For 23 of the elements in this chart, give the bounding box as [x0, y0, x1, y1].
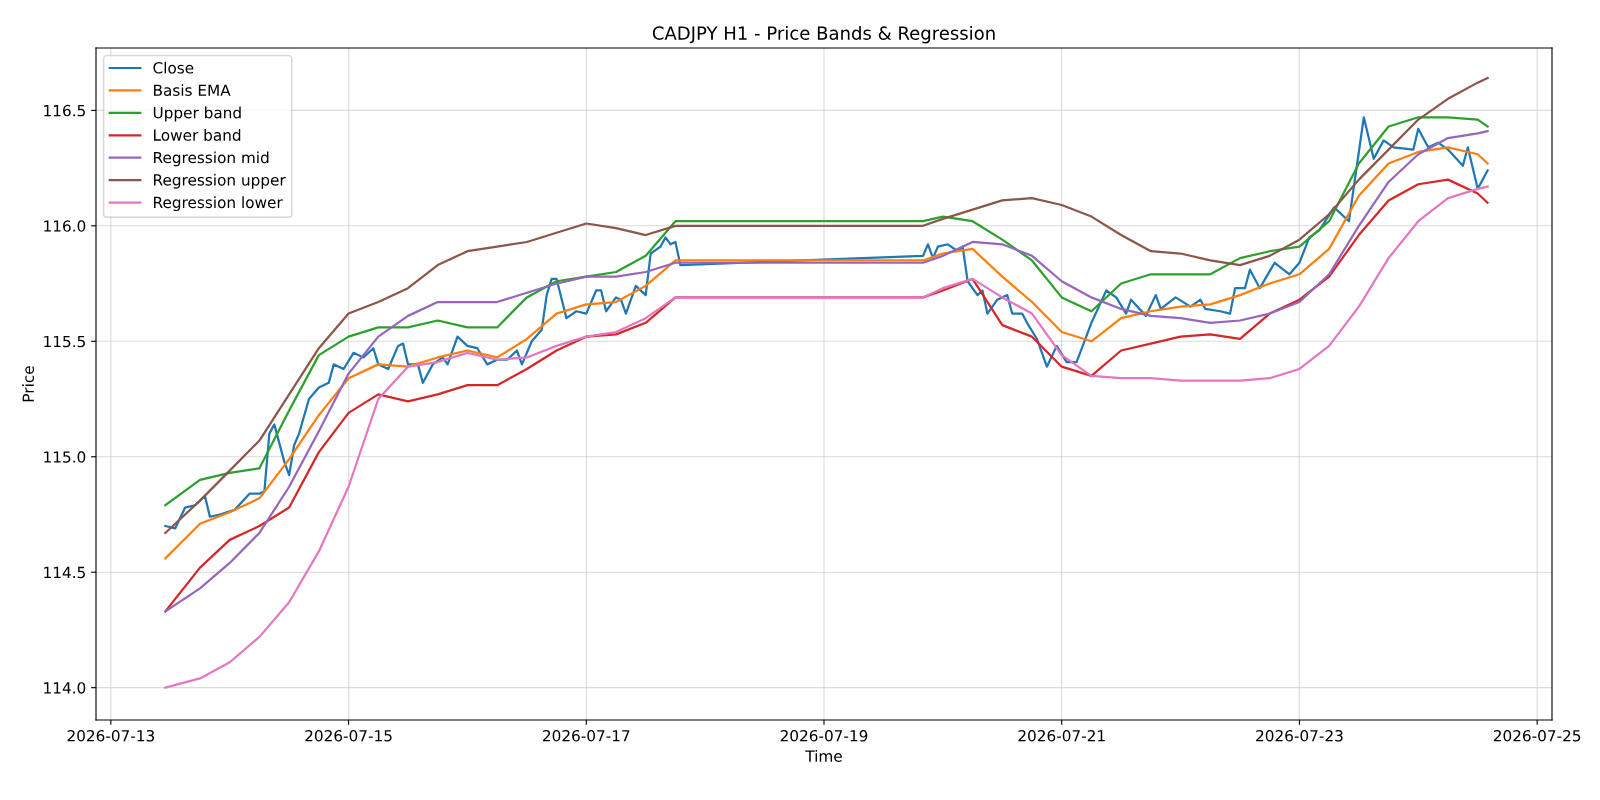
legend-label: Upper band	[153, 106, 241, 122]
legend-label: Lower band	[154, 129, 241, 141]
x-tick-label: 2026-07-15	[305, 729, 392, 742]
x-tick-label: 2026-07-25	[1493, 729, 1581, 742]
y-tick-label: 116.5	[44, 104, 85, 117]
legend-label: Regression lower	[154, 196, 283, 212]
x-tick-label: 2026-07-23	[1256, 729, 1343, 742]
x-tick-label: 2026-07-13	[67, 729, 155, 742]
y-tick-label: 114.0	[44, 682, 86, 694]
legend-label: Regression mid	[154, 151, 269, 167]
x-axis-title: Time	[805, 750, 842, 762]
legend-label: Basis EMA	[154, 84, 231, 96]
y-tick-label: 115.0	[44, 451, 86, 463]
y-tick-label: 115.5	[44, 335, 85, 348]
x-tick-label: 2026-07-17	[543, 729, 630, 742]
x-tick-label: 2026-07-21	[1018, 729, 1105, 742]
y-tick-label: 114.5	[44, 566, 85, 579]
x-tick-label: 2026-07-19	[780, 729, 868, 742]
legend-label: Close	[153, 61, 194, 74]
legend-label: Regression upper	[154, 173, 286, 189]
y-axis-title: Price	[22, 366, 35, 402]
y-tick-label: 116.0	[44, 220, 86, 232]
chart-title: CADJPY H1 - Price Bands & Regression	[652, 25, 995, 44]
